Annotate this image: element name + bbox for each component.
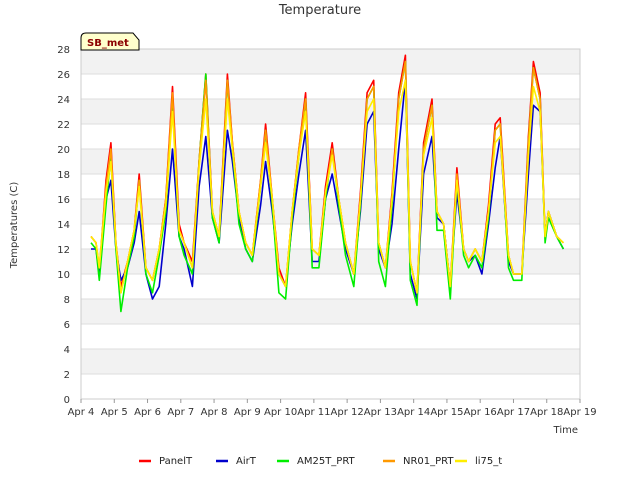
x-tick-label: Apr 5 <box>101 407 128 418</box>
y-tick-label: 14 <box>57 220 70 231</box>
series-line-li75_t <box>90 79 564 294</box>
x-tick-label: Apr 8 <box>201 407 228 418</box>
y-tick-label: 0 <box>64 395 70 406</box>
y-tick-label: 20 <box>57 145 70 156</box>
x-tick-label: Apr 17 <box>497 407 530 418</box>
y-tick-label: 24 <box>57 95 70 106</box>
y-axis-label: Temperatures (C) <box>9 182 20 270</box>
x-axis-ticks: Apr 4 Apr 5 Apr 6 Apr 7 Apr 8 Apr 9 Apr 10 Apr … <box>68 399 597 418</box>
legend-label: AirT <box>236 456 257 467</box>
y-tick-label: 22 <box>57 120 70 131</box>
y-tick-label: 4 <box>64 345 70 356</box>
legend-label: AM25T_PRT <box>297 456 356 467</box>
legend: PanelT AirT AM25T_PRT NR01_PRT li75_t <box>139 456 502 467</box>
y-tick-label: 12 <box>57 245 70 256</box>
background-band <box>81 49 580 74</box>
x-tick-label: Apr 13 <box>364 407 397 418</box>
chart-title: Temperature <box>278 3 361 18</box>
x-tick-label: Apr 12 <box>331 407 364 418</box>
x-tick-label: Apr 14 <box>397 407 430 418</box>
y-tick-label: 8 <box>64 295 70 306</box>
sb-met-badge: SB_met <box>80 32 140 51</box>
x-axis-label: Time <box>553 425 578 436</box>
y-tick-label: 10 <box>57 270 70 281</box>
legend-label: PanelT <box>159 456 193 467</box>
x-tick-label: Apr 10 <box>264 407 297 418</box>
badge-label: SB_met <box>87 38 129 49</box>
series-lines <box>90 54 565 313</box>
background-band <box>81 349 580 374</box>
x-tick-label: Apr 16 <box>464 407 497 418</box>
x-tick-label: Apr 6 <box>134 407 161 418</box>
x-tick-label: Apr 18 <box>530 407 563 418</box>
badge-box <box>80 32 140 51</box>
y-tick-label: 28 <box>57 45 70 56</box>
legend-label: NR01_PRT <box>403 456 454 467</box>
background-band <box>81 299 580 324</box>
background-band <box>81 249 580 274</box>
x-tick-label: Apr 11 <box>297 407 330 418</box>
y-tick-label: 16 <box>57 195 70 206</box>
background-band <box>81 99 580 124</box>
x-tick-label: Apr 4 <box>68 407 95 418</box>
x-tick-label: Apr 15 <box>430 407 463 418</box>
y-tick-label: 6 <box>64 320 70 331</box>
legend-label: li75_t <box>475 456 502 467</box>
y-tick-label: 26 <box>57 70 70 81</box>
x-tick-label: Apr 7 <box>167 407 194 418</box>
x-tick-label: Apr 9 <box>234 407 261 418</box>
y-tick-label: 2 <box>64 370 70 381</box>
x-tick-label: Apr 19 <box>563 407 596 418</box>
y-tick-label: 18 <box>57 170 70 181</box>
plot-frame <box>80 48 581 400</box>
